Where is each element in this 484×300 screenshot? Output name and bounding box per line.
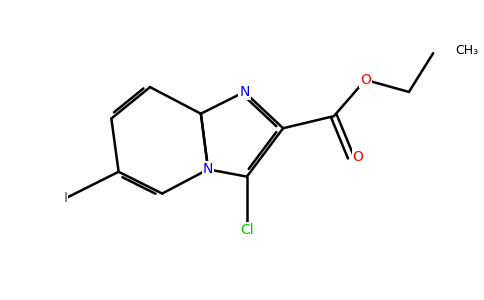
Text: CH₃: CH₃ <box>455 44 478 57</box>
Text: N: N <box>239 85 250 99</box>
Text: I: I <box>63 191 67 206</box>
Text: Cl: Cl <box>240 223 254 237</box>
Text: N: N <box>203 162 213 176</box>
Text: O: O <box>360 73 371 87</box>
Text: O: O <box>353 150 363 164</box>
